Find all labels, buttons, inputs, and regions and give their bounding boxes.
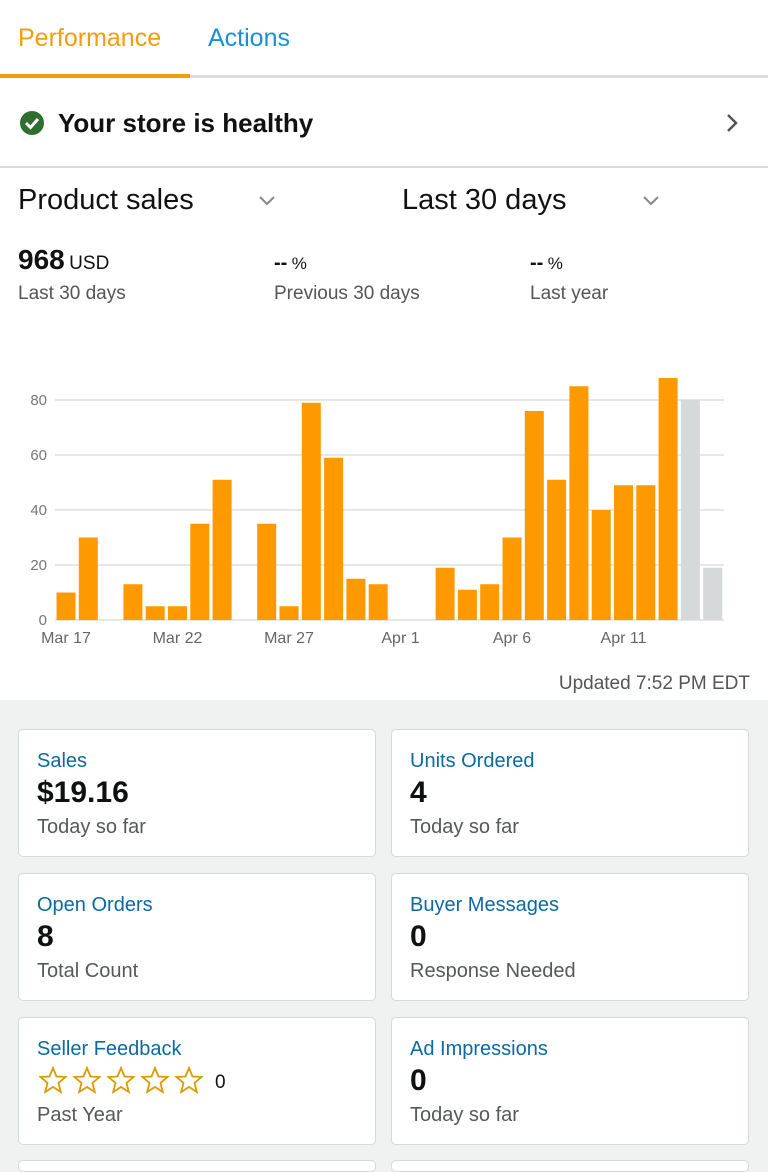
card[interactable]: Sales $19.16 Today so far bbox=[18, 729, 376, 857]
y-tick-label: 60 bbox=[30, 447, 47, 464]
metric-value: -- bbox=[530, 252, 544, 274]
card[interactable]: Buyer Messages 0 Response Needed bbox=[391, 873, 749, 1001]
metric-value: -- bbox=[274, 252, 288, 274]
metric: -- % bbox=[530, 252, 563, 275]
bar bbox=[502, 537, 522, 620]
card-title: Sales bbox=[37, 750, 88, 772]
metric-unit: % bbox=[291, 254, 307, 273]
y-tick-label: 40 bbox=[30, 502, 47, 519]
bar bbox=[123, 584, 143, 620]
card-title: Open Orders bbox=[37, 894, 153, 916]
tab-performance[interactable]: Performance bbox=[18, 24, 162, 52]
x-tick-label: Apr 6 bbox=[493, 630, 531, 647]
card-title: Buyer Messages bbox=[410, 894, 559, 916]
bar bbox=[636, 485, 656, 620]
card[interactable]: Seller Feedback 0 Past Year bbox=[18, 1017, 376, 1145]
bar bbox=[279, 606, 299, 620]
bar bbox=[658, 378, 678, 620]
chevron-down bbox=[643, 196, 659, 206]
metric-unit: % bbox=[547, 254, 563, 273]
card-title: Ad Impressions bbox=[410, 1038, 548, 1060]
bar bbox=[324, 457, 344, 620]
bar bbox=[547, 479, 567, 620]
card[interactable]: Ad Impressions 0 Today so far bbox=[391, 1017, 749, 1145]
bar bbox=[212, 479, 232, 620]
bar bbox=[569, 386, 589, 620]
metric-selector[interactable]: Product sales bbox=[18, 184, 194, 216]
x-tick-label: Apr 11 bbox=[601, 630, 647, 647]
bar bbox=[591, 510, 611, 620]
check-icon bbox=[20, 111, 44, 135]
bar bbox=[480, 584, 500, 620]
card-title: Seller Feedback bbox=[37, 1038, 182, 1060]
card-value: 0 bbox=[410, 1064, 427, 1097]
card[interactable]: Open Orders 8 Total Count bbox=[18, 873, 376, 1001]
bar bbox=[346, 578, 366, 620]
y-tick-label: 0 bbox=[39, 612, 47, 629]
y-tick-label: 20 bbox=[30, 557, 47, 574]
bar bbox=[301, 402, 321, 620]
tab-actions[interactable]: Actions bbox=[208, 24, 290, 52]
bar bbox=[614, 485, 633, 620]
bar bbox=[145, 606, 165, 620]
metric-label: Last year bbox=[530, 283, 609, 304]
card-sub: Today so far bbox=[37, 816, 146, 838]
bar bbox=[524, 411, 544, 620]
metric-label: Last 30 days bbox=[18, 283, 126, 304]
metric-unit: USD bbox=[69, 253, 110, 274]
bar bbox=[78, 537, 98, 620]
bar bbox=[190, 523, 210, 620]
sales-chart: 0 20 40 60 80 Mar 17 Mar 22 Mar 27 Apr 1 Apr 6 Apr… bbox=[30, 378, 724, 647]
bar bbox=[435, 567, 455, 620]
chevron-down bbox=[259, 196, 275, 206]
feedback-count: 0 bbox=[215, 1072, 226, 1093]
updated-time: Updated 7:52 PM EDT bbox=[558, 673, 750, 694]
x-tick-label: Mar 17 bbox=[41, 630, 91, 647]
star-rating bbox=[39, 1066, 204, 1094]
bar bbox=[56, 592, 76, 620]
card-value: 0 bbox=[410, 920, 427, 953]
metric-value: 968 bbox=[18, 244, 65, 275]
card-value: $19.16 bbox=[37, 776, 129, 809]
tab-underline bbox=[0, 74, 190, 78]
metric: -- % bbox=[274, 252, 307, 275]
x-tick-label: Mar 27 bbox=[264, 630, 314, 647]
x-tick-label: Apr 1 bbox=[381, 630, 419, 647]
card-sub: Today so far bbox=[410, 816, 519, 838]
bar bbox=[168, 606, 187, 620]
card-value: 8 bbox=[37, 920, 54, 953]
card-sub: Response Needed bbox=[410, 960, 576, 982]
status-row[interactable]: Your store is healthy bbox=[0, 80, 768, 168]
card-sub: Today so far bbox=[410, 1104, 519, 1126]
metric-label: Previous 30 days bbox=[274, 283, 420, 304]
bar bbox=[680, 400, 700, 620]
bar bbox=[368, 584, 388, 620]
bar bbox=[257, 523, 277, 620]
card-sub: Past Year bbox=[37, 1104, 123, 1126]
y-tick-label: 80 bbox=[30, 392, 47, 409]
period-selector[interactable]: Last 30 days bbox=[402, 184, 567, 216]
performance-panel: Performance Actions Your store is health… bbox=[0, 0, 768, 700]
chevron-right bbox=[727, 114, 738, 132]
metric: 968 USD bbox=[18, 244, 109, 276]
x-tick-label: Mar 22 bbox=[153, 630, 203, 647]
tab-divider bbox=[0, 75, 768, 78]
status-text: Your store is healthy bbox=[58, 108, 314, 138]
card-value: 4 bbox=[410, 776, 427, 809]
card[interactable] bbox=[18, 1160, 376, 1172]
card[interactable]: Units Ordered 4 Today so far bbox=[391, 729, 749, 857]
bar bbox=[703, 567, 723, 620]
card[interactable] bbox=[391, 1160, 749, 1172]
card-sub: Total Count bbox=[37, 960, 139, 982]
bar bbox=[457, 589, 477, 620]
card-title: Units Ordered bbox=[410, 750, 535, 772]
